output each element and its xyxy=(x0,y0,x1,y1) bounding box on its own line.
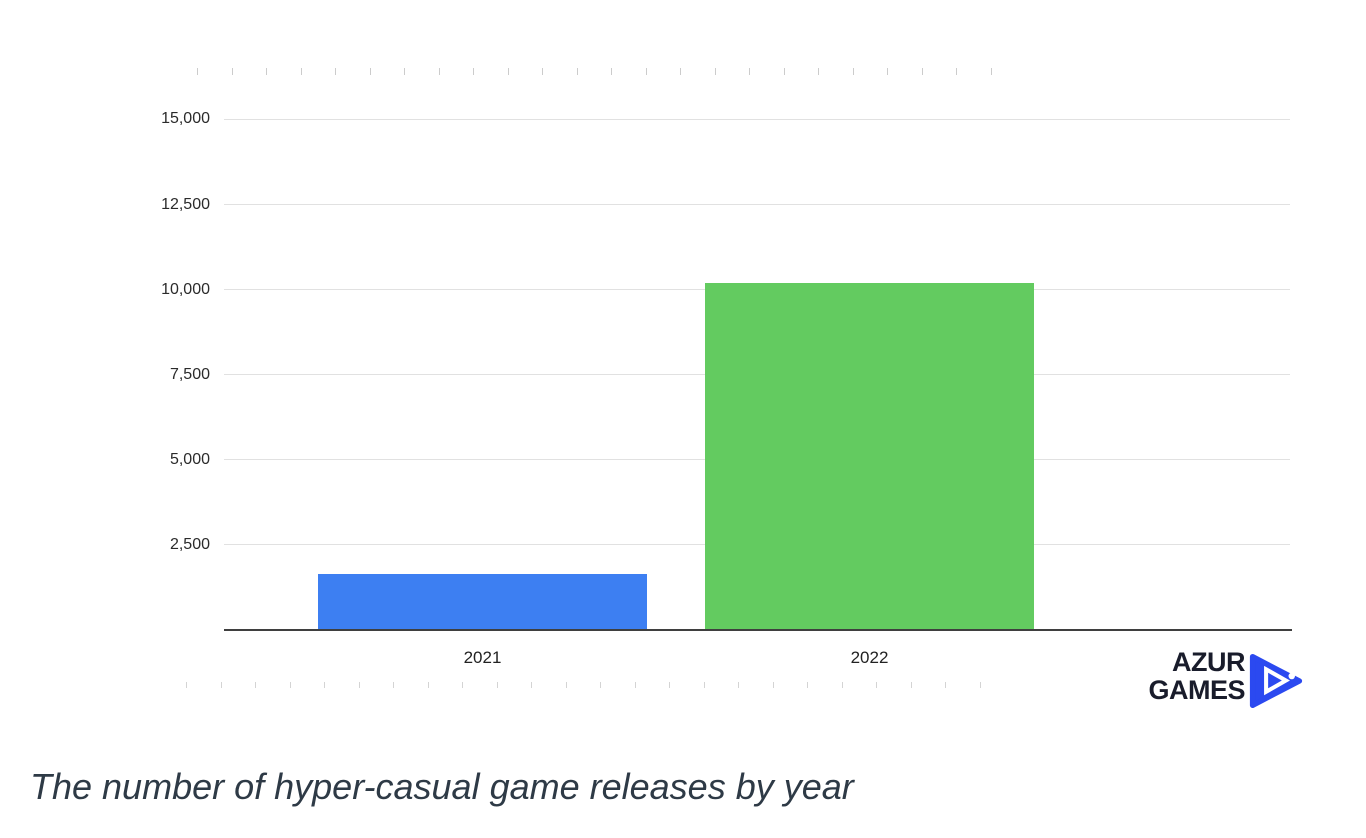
bottom-minor-tick xyxy=(186,682,187,688)
bottom-minor-tick xyxy=(704,682,705,688)
x-tick-label: 2021 xyxy=(463,648,502,667)
bottom-minor-tick xyxy=(911,682,912,688)
bar-2021 xyxy=(318,573,647,630)
bottom-minor-tick xyxy=(842,682,843,688)
bottom-minor-tick xyxy=(600,682,601,688)
chart-caption: The number of hyper-casual game releases… xyxy=(30,766,854,807)
y-gridline xyxy=(224,204,1290,205)
top-minor-tick xyxy=(646,68,647,75)
top-minor-tick xyxy=(611,68,612,75)
bottom-minor-tick xyxy=(669,682,670,688)
y-tick-label: 7,500 xyxy=(169,365,210,383)
top-minor-tick xyxy=(715,68,716,75)
top-minor-tick xyxy=(991,68,992,75)
top-minor-tick xyxy=(404,68,405,75)
top-minor-tick xyxy=(301,68,302,75)
top-minor-tick xyxy=(680,68,681,75)
top-minor-tick xyxy=(197,68,198,75)
top-minor-tick xyxy=(922,68,923,75)
top-minor-tick xyxy=(473,68,474,75)
y-gridline xyxy=(224,118,1290,120)
top-minor-tick xyxy=(853,68,854,75)
bottom-minor-tick xyxy=(566,682,567,688)
x-axis-line xyxy=(224,629,1292,631)
bottom-minor-tick xyxy=(290,682,291,688)
x-tick-label: 2022 xyxy=(850,648,889,667)
bottom-minor-tick xyxy=(876,682,877,688)
bottom-minor-tick xyxy=(428,682,429,688)
y-tick-label: 15,000 xyxy=(161,110,210,128)
bottom-minor-tick xyxy=(531,682,532,688)
top-minor-tick xyxy=(818,68,819,75)
bottom-minor-tick xyxy=(980,682,981,688)
top-minor-tick xyxy=(439,68,440,75)
top-minor-tick xyxy=(335,68,336,75)
logo-text-azur: AZUR xyxy=(1172,647,1246,677)
azur-games-logo: AZUR GAMES xyxy=(1143,648,1303,714)
bottom-minor-tick xyxy=(635,682,636,688)
top-minor-tick xyxy=(577,68,578,75)
top-minor-tick xyxy=(542,68,543,75)
bottom-minor-tick xyxy=(359,682,360,688)
bottom-minor-tick xyxy=(773,682,774,688)
top-minor-tick xyxy=(508,68,509,75)
play-triangle-icon xyxy=(1249,654,1303,709)
bottom-minor-tick xyxy=(497,682,498,688)
bottom-minor-tick xyxy=(255,682,256,688)
bottom-minor-tick xyxy=(807,682,808,688)
logo-wordmark: AZUR GAMES xyxy=(1143,648,1245,704)
top-minor-tick xyxy=(266,68,267,75)
y-tick-label: 12,500 xyxy=(161,195,210,213)
bottom-minor-tick xyxy=(462,682,463,688)
bottom-minor-tick xyxy=(738,682,739,688)
top-minor-tick xyxy=(887,68,888,75)
top-minor-tick xyxy=(956,68,957,75)
top-minor-tick xyxy=(749,68,750,75)
bottom-minor-tick xyxy=(393,682,394,688)
top-minor-tick xyxy=(784,68,785,75)
y-tick-label: 2,500 xyxy=(169,535,210,553)
logo-text-games: GAMES xyxy=(1148,675,1245,705)
bottom-minor-tick xyxy=(945,682,946,688)
bar-2022 xyxy=(705,283,1034,630)
y-tick-label: 5,000 xyxy=(169,450,210,468)
top-minor-tick xyxy=(370,68,371,75)
bottom-minor-tick xyxy=(221,682,222,688)
top-minor-tick xyxy=(232,68,233,75)
bottom-minor-tick xyxy=(324,682,325,688)
y-tick-label: 10,000 xyxy=(161,280,210,298)
